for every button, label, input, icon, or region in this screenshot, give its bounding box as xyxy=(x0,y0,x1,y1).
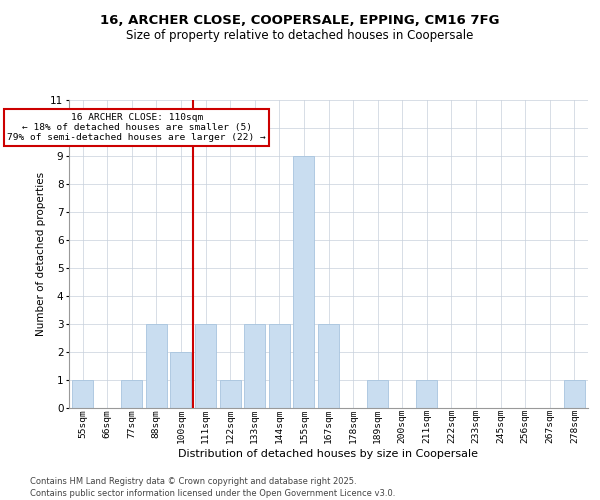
Bar xyxy=(318,324,339,407)
Y-axis label: Number of detached properties: Number of detached properties xyxy=(36,172,46,336)
Bar xyxy=(146,324,167,407)
Bar xyxy=(244,324,265,407)
Bar xyxy=(72,380,93,407)
Bar xyxy=(121,380,142,407)
Text: Contains public sector information licensed under the Open Government Licence v3: Contains public sector information licen… xyxy=(30,489,395,498)
Text: Size of property relative to detached houses in Coopersale: Size of property relative to detached ho… xyxy=(127,29,473,42)
Bar xyxy=(269,324,290,407)
X-axis label: Distribution of detached houses by size in Coopersale: Distribution of detached houses by size … xyxy=(179,449,479,459)
Text: Contains HM Land Registry data © Crown copyright and database right 2025.: Contains HM Land Registry data © Crown c… xyxy=(30,478,356,486)
Text: 16 ARCHER CLOSE: 110sqm
← 18% of detached houses are smaller (5)
79% of semi-det: 16 ARCHER CLOSE: 110sqm ← 18% of detache… xyxy=(7,112,266,142)
Bar xyxy=(416,380,437,407)
Bar xyxy=(564,380,585,407)
Bar xyxy=(293,156,314,407)
Bar xyxy=(367,380,388,407)
Bar xyxy=(220,380,241,407)
Text: 16, ARCHER CLOSE, COOPERSALE, EPPING, CM16 7FG: 16, ARCHER CLOSE, COOPERSALE, EPPING, CM… xyxy=(100,14,500,27)
Bar xyxy=(195,324,216,407)
Bar xyxy=(170,352,191,408)
